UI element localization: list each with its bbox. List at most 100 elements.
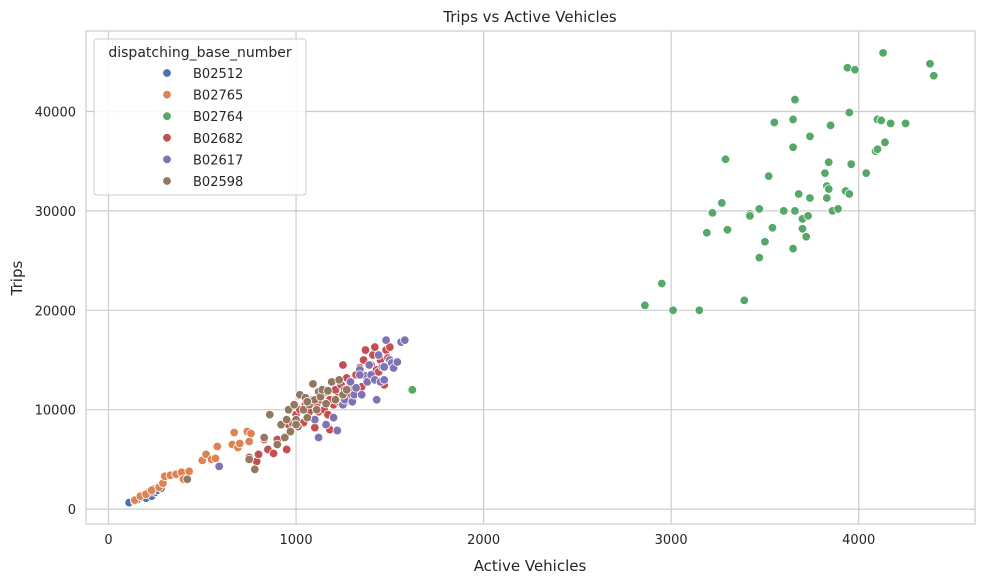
series-B02764 (407, 48, 939, 395)
data-point (244, 436, 254, 447)
legend-marker (162, 89, 172, 100)
data-point (360, 345, 371, 355)
data-point (373, 350, 384, 360)
data-point (797, 224, 808, 234)
data-point (400, 335, 410, 345)
y-tick-label: 20000 (35, 304, 76, 319)
data-point (640, 300, 650, 311)
data-point (272, 439, 283, 450)
data-point (844, 107, 855, 118)
data-point (302, 397, 313, 407)
data-point (754, 252, 765, 263)
data-points (124, 48, 939, 508)
data-point (259, 432, 269, 443)
data-point (822, 193, 832, 203)
data-point (820, 168, 830, 178)
data-point (246, 428, 256, 439)
legend-marker (162, 68, 172, 78)
data-point (310, 422, 320, 433)
y-tick-label: 0 (68, 503, 76, 518)
data-point (370, 342, 380, 352)
x-tick-label: 2000 (467, 533, 500, 548)
legend-frame (93, 38, 307, 196)
data-point (825, 120, 836, 131)
legend-items: B02512 B02765 B02764 B02682 B02617 B02598 (162, 67, 243, 190)
x-tick-label: 3000 (655, 533, 688, 548)
data-point (702, 228, 712, 238)
y-tick-label: 10000 (35, 404, 76, 419)
legend-label: B02512 (193, 67, 243, 82)
data-point (285, 426, 296, 437)
y-tick-label: 40000 (35, 106, 76, 121)
data-point (668, 305, 678, 316)
data-point (850, 65, 860, 75)
data-point (214, 461, 224, 472)
data-point (321, 399, 331, 409)
data-point (788, 142, 798, 152)
legend-marker (162, 176, 172, 186)
legend-label: B02682 (193, 132, 243, 147)
data-point (334, 375, 344, 385)
data-point (720, 154, 731, 164)
data-point (332, 425, 343, 436)
data-point (788, 114, 798, 125)
legend-marker (162, 111, 172, 121)
data-point (210, 453, 221, 464)
data-point (876, 115, 886, 126)
data-point (229, 427, 239, 438)
legend-label: B02598 (193, 175, 243, 190)
data-point (379, 375, 389, 385)
data-point (846, 159, 856, 169)
data-point (803, 211, 813, 221)
data-point (250, 464, 260, 475)
series-B02598 (182, 375, 352, 484)
data-point (212, 441, 222, 452)
data-point (769, 117, 780, 128)
x-tick-label: 0 (104, 533, 112, 548)
data-point (925, 59, 935, 69)
data-point (739, 295, 750, 306)
data-point (302, 412, 313, 423)
data-point (351, 383, 361, 393)
legend-label: B02765 (193, 89, 243, 104)
data-point (824, 184, 834, 194)
data-point (372, 395, 382, 405)
plot-frame (85, 30, 976, 525)
data-point (330, 395, 341, 405)
data-point (657, 278, 667, 289)
data-point (338, 360, 348, 370)
data-point (707, 208, 718, 218)
data-point (794, 189, 804, 199)
x-tick-label: 4000 (842, 533, 875, 548)
data-point (805, 131, 815, 142)
data-point (694, 305, 704, 316)
data-point (788, 243, 798, 254)
data-point (722, 225, 733, 235)
legend-label: B02617 (193, 153, 243, 168)
data-point (308, 379, 318, 389)
data-point (341, 385, 352, 395)
data-point (717, 198, 727, 208)
data-point (291, 419, 301, 430)
data-point (289, 400, 299, 410)
data-point (328, 412, 339, 423)
data-point (364, 360, 374, 370)
data-point (268, 448, 279, 459)
grid (86, 31, 975, 524)
data-point (824, 157, 834, 167)
data-point (244, 454, 254, 465)
legend: dispatching_base_number B02512 B02765 B027… (93, 38, 307, 196)
legend-label: B02764 (193, 110, 243, 125)
data-point (381, 335, 391, 345)
data-point (281, 444, 292, 455)
data-point (392, 357, 403, 367)
data-point (265, 409, 275, 420)
data-point (184, 466, 194, 477)
data-point (235, 438, 245, 449)
series-B02617 (214, 335, 410, 472)
data-point (280, 432, 290, 443)
data-point (407, 385, 418, 395)
data-point (885, 118, 896, 129)
